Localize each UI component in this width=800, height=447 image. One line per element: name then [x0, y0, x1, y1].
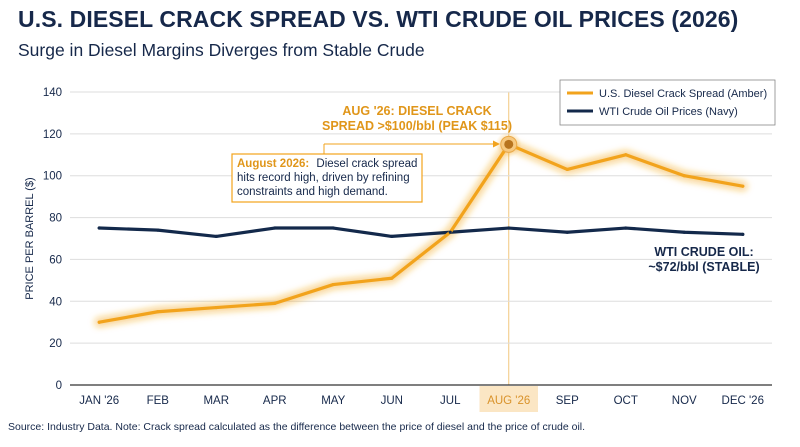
diesel-point [741, 184, 745, 188]
diesel-point [331, 282, 335, 287]
y-tick-label: 120 [43, 129, 62, 141]
wti-point [390, 234, 394, 239]
y-tick-label: 80 [49, 213, 62, 225]
peak-arrowhead [493, 140, 500, 148]
y-tick-label: 100 [43, 171, 62, 183]
x-tick-label: SEP [556, 395, 579, 407]
wti-point [624, 226, 628, 230]
peak-marker-dot [504, 139, 514, 149]
wti-point [97, 226, 101, 230]
legend-box [559, 79, 776, 126]
y-axis-label: PRICE PER BARREL ($) [24, 177, 36, 299]
wti-point [741, 232, 745, 236]
x-tick-label: JUN [381, 395, 403, 407]
callout-text-line3: constraints and high demand. [237, 186, 388, 198]
callout-box [231, 153, 423, 203]
x-tick-label: FEB [147, 395, 170, 407]
x-tick-label: OCT [614, 395, 638, 407]
source-note: Source: Industry Data. Note: Crack sprea… [8, 421, 586, 433]
peak-annotation-line2: SPREAD >$100/bbl (PEAK $115) [322, 119, 512, 133]
x-tick-label: JAN '26 [79, 395, 119, 407]
chart-subtitle: Surge in Diesel Margins Diverges from St… [18, 40, 425, 60]
wti-point [682, 230, 686, 234]
wti-annotation-line2: ~$72/bbl (STABLE) [648, 260, 759, 274]
callout-text-line2: hits record high, driven by refining [237, 172, 410, 184]
wti-line [97, 226, 745, 239]
x-tick-label: NOV [672, 395, 697, 407]
x-tick-label: DEC '26 [722, 395, 764, 407]
wti-point [214, 234, 218, 239]
callout-text-line1: August 2026: Diesel crack spread [237, 158, 417, 170]
y-tick-label: 20 [49, 338, 62, 350]
wti-point [156, 228, 160, 232]
diesel-point [624, 153, 628, 157]
x-tick-label: AUG '26 [487, 395, 530, 407]
callout-bold-label: August 2026: [237, 158, 309, 170]
wti-point [273, 226, 277, 230]
y-tick-label: 40 [49, 296, 62, 308]
x-tick-label: JUL [440, 395, 461, 407]
diesel-point [97, 320, 101, 324]
wti-annotation-line1: WTI CRUDE OIL: [654, 245, 753, 259]
diesel-line [97, 142, 745, 324]
wti-point [331, 226, 335, 230]
diesel-point [565, 167, 569, 172]
x-tick-label: MAR [203, 395, 229, 407]
peak-annotation-line1: AUG '26: DIESEL CRACK [342, 104, 491, 118]
legend-diesel-label: U.S. Diesel Crack Spread (Amber) [599, 88, 767, 100]
diesel-point [156, 310, 160, 314]
x-tick-label: MAY [321, 395, 345, 407]
diesel-point [214, 305, 218, 310]
wti-point [448, 230, 452, 234]
diesel-point [390, 276, 394, 280]
x-tick-label: APR [263, 395, 287, 407]
highlight-band [479, 386, 538, 412]
callout-line1-text: Diesel crack spread [316, 158, 417, 170]
y-tick-label: 60 [49, 254, 62, 266]
y-tick-label: 140 [43, 87, 62, 99]
wti-point [507, 226, 511, 230]
legend-wti-label: WTI Crude Oil Prices (Navy) [599, 106, 738, 118]
diesel-point [682, 174, 686, 178]
wti-point [565, 230, 569, 234]
chart-title: U.S. DIESEL CRACK SPREAD VS. WTI CRUDE O… [18, 6, 739, 32]
diesel-point [273, 301, 277, 305]
legend: U.S. Diesel Crack Spread (Amber) WTI Cru… [559, 79, 776, 126]
y-tick-label: 0 [56, 380, 62, 392]
